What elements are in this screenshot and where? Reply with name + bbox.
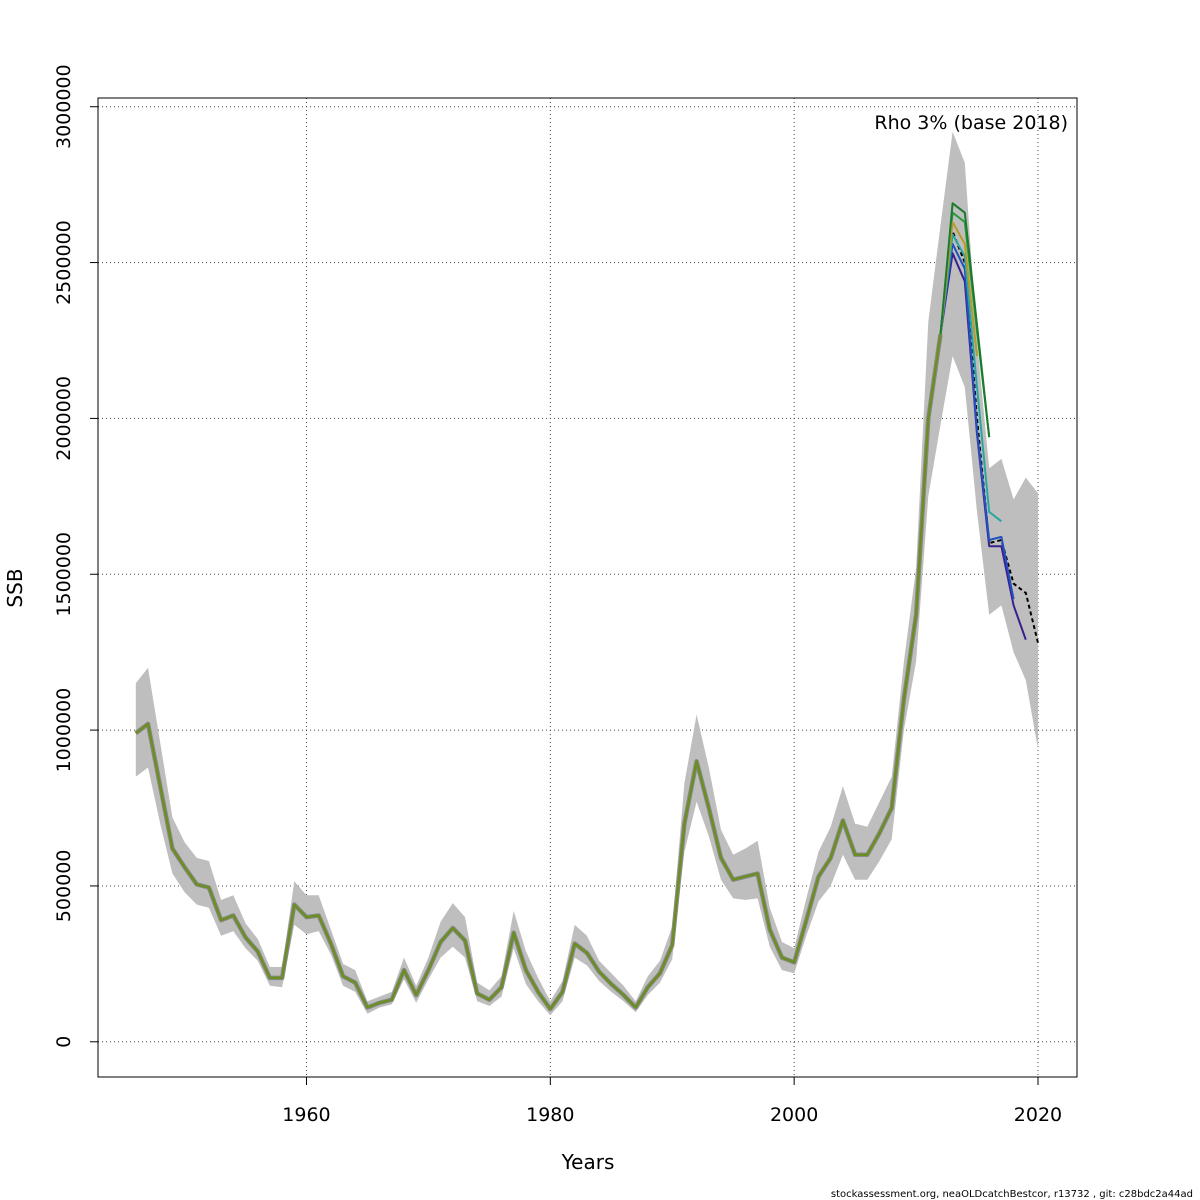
y-tick-label: 3000000 (53, 64, 75, 149)
y-tick-label: 0 (53, 1036, 75, 1048)
y-axis-title: SSB (3, 568, 27, 607)
series-line-peel6 (939, 202, 991, 438)
x-tick-label: 2000 (770, 1104, 818, 1126)
series-lines (134, 202, 1039, 1012)
y-tick-label: 500000 (53, 850, 75, 923)
y-tick-label: 1000000 (53, 688, 75, 773)
confidence-band (135, 131, 1039, 1016)
y-tick-label: 2500000 (53, 220, 75, 305)
x-axis-title: Years (561, 1150, 615, 1174)
y-tick-label: 2000000 (53, 376, 75, 461)
y-tick-label: 1500000 (53, 532, 75, 617)
x-axis: 1960 1980 2000 2020 (282, 1076, 1062, 1126)
series-line-estimate (135, 334, 942, 1011)
y-axis: 0 500000 1000000 1500000 2000000 2500000 30000… (53, 64, 99, 1048)
x-tick-label: 1960 (282, 1104, 330, 1126)
x-tick-label: 1980 (526, 1104, 574, 1126)
series-line-peel2 (939, 242, 1015, 600)
series-line-peel3 (939, 233, 1003, 523)
estimate-outline (134, 333, 943, 1012)
footer-credit: stockassessment.org, neaOLDcatchBestcor,… (831, 1189, 1193, 1200)
x-tick-label: 2020 (1014, 1104, 1062, 1126)
rho-annotation: Rho 3% (base 2018) (874, 112, 1068, 134)
